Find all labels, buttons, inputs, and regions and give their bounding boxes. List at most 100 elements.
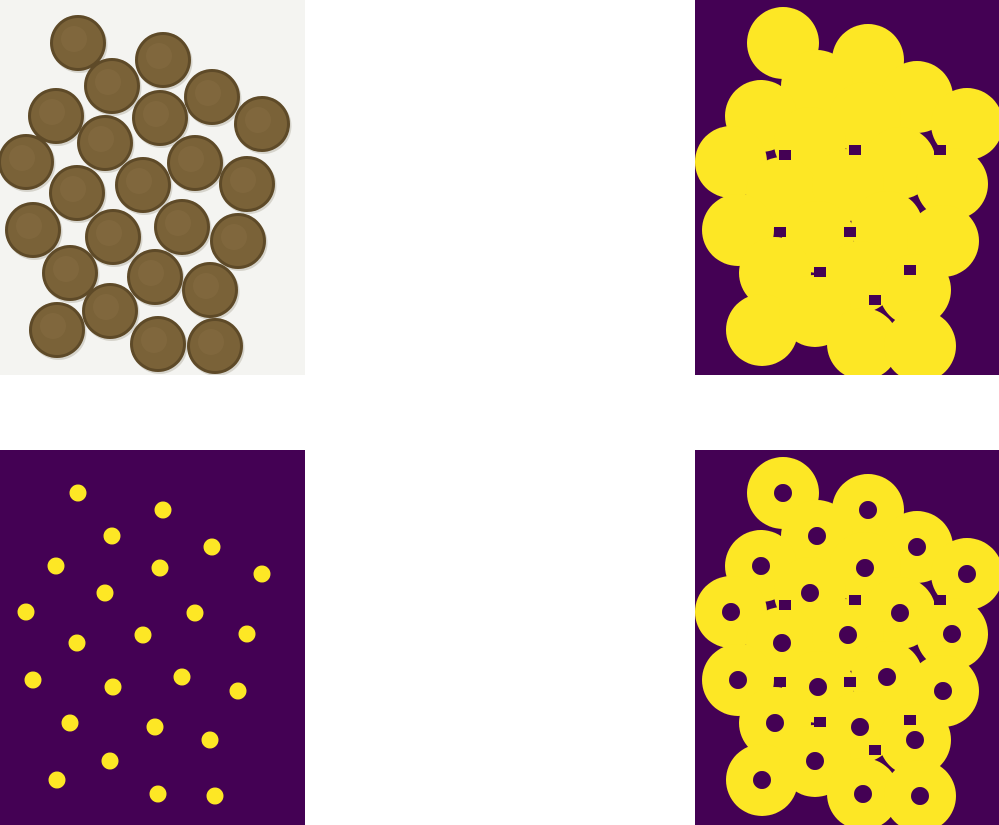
marker-seed bbox=[17, 603, 35, 621]
coins-photo-panel bbox=[0, 0, 305, 375]
marker-seed bbox=[101, 752, 119, 770]
ring-hole bbox=[839, 626, 857, 644]
ring-gap bbox=[779, 600, 791, 610]
ring-gap bbox=[849, 595, 861, 605]
coin bbox=[219, 156, 277, 214]
marker-seed bbox=[68, 634, 86, 652]
coin bbox=[50, 15, 108, 73]
coin bbox=[77, 115, 135, 173]
ring-gap bbox=[904, 715, 916, 725]
ring-hole bbox=[906, 731, 924, 749]
ring-gap bbox=[934, 595, 946, 605]
mask-gap bbox=[779, 150, 791, 160]
mask-blob bbox=[884, 310, 956, 375]
ring-hole bbox=[766, 714, 784, 732]
marker-seed bbox=[103, 527, 121, 545]
marker-seed bbox=[154, 501, 172, 519]
marker-seed bbox=[134, 626, 152, 644]
coin bbox=[28, 88, 86, 146]
mask-gap bbox=[849, 145, 861, 155]
ring-hole bbox=[934, 682, 952, 700]
mask-gap bbox=[904, 265, 916, 275]
sure-foreground-mask-panel bbox=[695, 0, 999, 375]
mask-gap bbox=[814, 267, 826, 277]
ring-hole bbox=[801, 584, 819, 602]
coin bbox=[167, 135, 225, 193]
unknown-region-rings bbox=[695, 450, 999, 825]
mask-blob bbox=[827, 308, 899, 375]
coin bbox=[234, 96, 292, 154]
marker-seed bbox=[173, 668, 191, 686]
marker-seed bbox=[146, 718, 164, 736]
ring-hole bbox=[943, 625, 961, 643]
markers-background bbox=[0, 450, 305, 825]
marker-seed bbox=[238, 625, 256, 643]
ring-hole bbox=[773, 634, 791, 652]
marker-seed bbox=[201, 731, 219, 749]
ring-hole bbox=[854, 785, 872, 803]
marker-seed bbox=[151, 559, 169, 577]
ring-hole bbox=[908, 538, 926, 556]
coin bbox=[85, 209, 143, 267]
mask-gap bbox=[934, 145, 946, 155]
coin bbox=[115, 157, 173, 215]
mask-blob bbox=[879, 254, 951, 326]
ring-hole bbox=[878, 668, 896, 686]
ring-hole bbox=[774, 484, 792, 502]
ring-hole bbox=[722, 603, 740, 621]
ring-gap bbox=[814, 717, 826, 727]
marker-seed bbox=[104, 678, 122, 696]
coin bbox=[135, 32, 193, 90]
coin bbox=[210, 213, 268, 271]
ring-hole bbox=[859, 501, 877, 519]
marker-seed bbox=[24, 671, 42, 689]
coin bbox=[0, 134, 56, 192]
coin bbox=[130, 316, 188, 374]
ring-gap bbox=[844, 677, 856, 687]
marker-seed bbox=[203, 538, 221, 556]
marker-seed bbox=[61, 714, 79, 732]
mask-blob bbox=[916, 148, 988, 220]
marker-seed bbox=[69, 484, 87, 502]
ring-hole bbox=[911, 787, 929, 805]
marker-seed bbox=[96, 584, 114, 602]
ring-gap bbox=[869, 745, 881, 755]
mask-gap bbox=[844, 227, 856, 237]
ring-hole bbox=[753, 771, 771, 789]
marker-seed bbox=[48, 771, 66, 789]
coin bbox=[127, 249, 185, 307]
marker-seeds bbox=[0, 450, 305, 825]
ring-hole bbox=[729, 671, 747, 689]
coin bbox=[182, 262, 240, 320]
mask-gap bbox=[869, 295, 881, 305]
coin bbox=[154, 199, 212, 257]
marker-seeds-panel bbox=[0, 450, 305, 825]
ring-hole bbox=[809, 678, 827, 696]
ring-hole bbox=[958, 565, 976, 583]
coin bbox=[132, 90, 190, 148]
ring-hole bbox=[856, 559, 874, 577]
coin bbox=[49, 165, 107, 223]
marker-seed bbox=[149, 785, 167, 803]
ring-hole bbox=[891, 604, 909, 622]
unknown-region-rings-panel bbox=[695, 450, 999, 825]
coins-photo bbox=[0, 0, 305, 375]
marker-seed bbox=[253, 565, 271, 583]
mask-blob bbox=[931, 88, 999, 160]
ring-hole bbox=[806, 752, 824, 770]
marker-seed bbox=[206, 787, 224, 805]
marker-seed bbox=[186, 604, 204, 622]
sure-foreground-mask bbox=[695, 0, 999, 375]
ring-hole bbox=[752, 557, 770, 575]
coin bbox=[42, 245, 100, 303]
coin bbox=[84, 58, 142, 116]
ring-hole bbox=[851, 718, 869, 736]
ring-hole bbox=[808, 527, 826, 545]
coin bbox=[82, 283, 140, 341]
coin bbox=[184, 69, 242, 127]
mask-gap bbox=[774, 227, 786, 237]
coin bbox=[187, 318, 245, 375]
coin bbox=[29, 302, 87, 360]
marker-seed bbox=[229, 682, 247, 700]
marker-seed bbox=[47, 557, 65, 575]
